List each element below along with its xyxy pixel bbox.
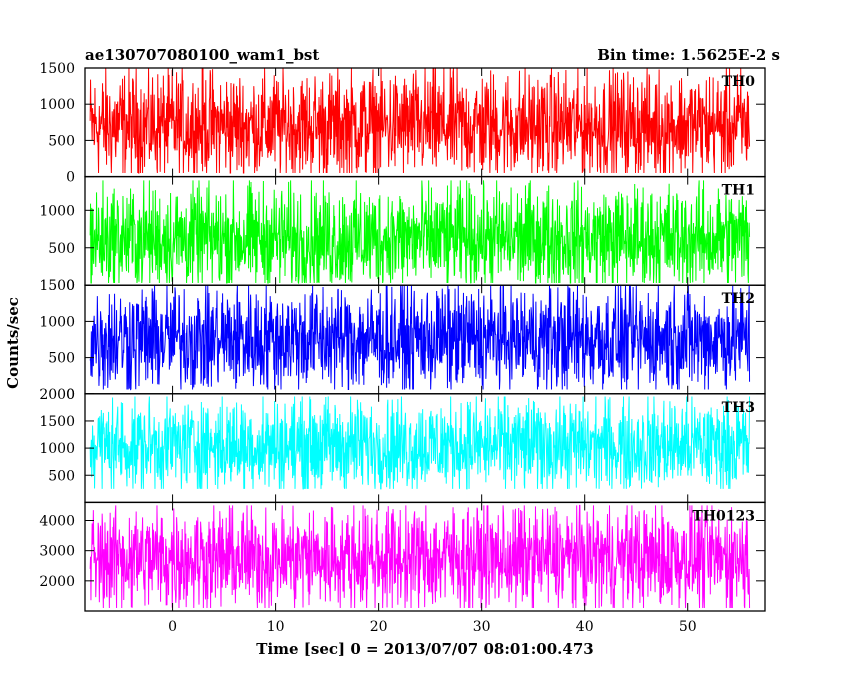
y-tick-label: 1000 [39, 97, 75, 113]
y-tick-label: 1500 [39, 414, 75, 430]
panel-th0123: 2000 3000 4000 TH0123 [39, 501, 766, 612]
bin-time-label: Bin time: 1.5625E-2 s [597, 46, 780, 64]
y-tick-label: 1000 [39, 441, 75, 457]
y-tick-label: 2000 [39, 387, 75, 403]
x-tick-label: 50 [679, 619, 697, 635]
y-tick-label: 1500 [39, 278, 75, 294]
panel-th2: 0 500 1000 1500 TH2 [39, 278, 766, 403]
y-tick-label: 0 [66, 278, 75, 294]
y-tick-label: 500 [48, 241, 75, 257]
series-line-th0 [89, 68, 751, 174]
panel-frame [84, 501, 766, 612]
x-tick-label: 30 [473, 619, 491, 635]
y-tick-label: 2000 [39, 574, 75, 590]
y-tick-label: 1500 [39, 61, 75, 77]
y-tick-label: 4000 [39, 514, 75, 530]
panel-label: TH0 [722, 74, 756, 90]
panel-label: TH2 [722, 291, 755, 307]
x-tick-label: 0 [168, 619, 177, 635]
y-tick-label: 0 [66, 170, 75, 186]
chart-title: ae130707080100_wam1_bst [85, 46, 319, 64]
y-tick-label: 1000 [39, 203, 75, 219]
y-tick-label: 3000 [39, 544, 75, 560]
x-tick-label: 40 [576, 619, 594, 635]
y-tick-label: 500 [48, 351, 75, 367]
series-line-th3 [89, 396, 751, 490]
panel-th0: 0 500 1000 1500 TH0 [39, 61, 766, 186]
y-tick-label: 500 [48, 133, 75, 149]
x-tick-label: 10 [267, 619, 285, 635]
y-axis-title: Counts/sec [4, 297, 22, 389]
panel-label: TH0123 [692, 508, 755, 524]
series-line-th1 [89, 180, 751, 285]
panel-th3: 500 1000 1500 2000 TH3 [39, 387, 766, 504]
x-axis-title: Time [sec] 0 = 2013/07/07 08:01:00.473 [256, 640, 593, 658]
series-line-th0123 [89, 504, 751, 609]
panel-label: TH1 [722, 183, 755, 199]
series-line-th2 [89, 285, 751, 391]
panels: 050010001500TH005001000TH1050010001500TH… [39, 61, 766, 635]
x-tick-label: 20 [370, 619, 388, 635]
y-tick-label: 0 [66, 387, 75, 403]
y-tick-label: 500 [48, 468, 75, 484]
panel-label: TH3 [722, 400, 755, 416]
panel-th1: 0 500 1000 TH1 [39, 175, 766, 294]
y-tick-label: 1000 [39, 314, 75, 330]
